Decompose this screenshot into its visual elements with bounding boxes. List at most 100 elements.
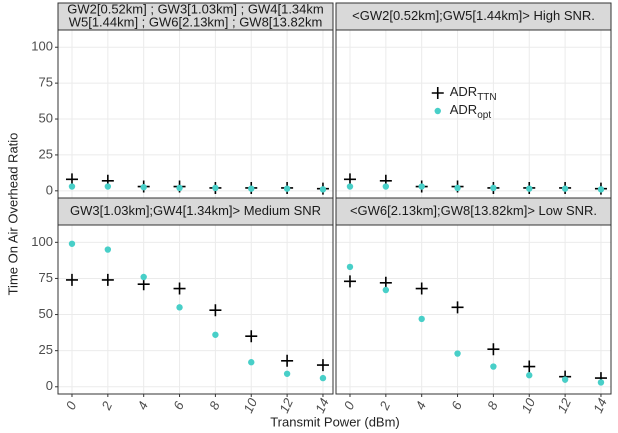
point — [490, 184, 497, 192]
legend-key — [434, 107, 441, 115]
strip-text-group: <GW6[2.13km];GW8[13.82km]> Low SNR. — [350, 203, 597, 218]
point — [65, 273, 78, 286]
strip-bg — [57, 197, 334, 226]
x-tick-label: 6 — [170, 398, 187, 412]
point — [561, 185, 569, 192]
y-tick-label: 25 — [39, 146, 53, 161]
panel-border — [57, 224, 334, 395]
y-tick-label: 25 — [39, 342, 53, 357]
x-tick-label: 2 — [98, 398, 115, 412]
point — [283, 185, 291, 192]
strip-text-group: GW2[0.52km] ; GW3[1.03km] ; GW4[1.34kmW5… — [67, 1, 323, 29]
point — [346, 263, 354, 271]
y-tick-label: 0 — [46, 378, 53, 393]
point — [283, 370, 291, 377]
point — [487, 343, 500, 356]
legend-name: ADR — [450, 84, 477, 99]
legend-name: ADR — [450, 102, 477, 117]
point — [451, 301, 464, 314]
x-tick-label: 6 — [448, 398, 465, 412]
point — [597, 186, 605, 193]
y-tick-label: 100 — [31, 39, 53, 54]
legend-sub: TTN — [477, 92, 496, 103]
y-tick-label: 75 — [39, 75, 53, 90]
point — [140, 273, 147, 281]
x-axis-label: Transmit Power (dBm) — [270, 414, 400, 429]
strip-text-group: GW3[1.03km];GW4[1.34km]> Medium SNR — [70, 203, 321, 218]
point — [248, 359, 255, 366]
point — [68, 183, 76, 190]
y-tick-label: 50 — [39, 306, 53, 321]
strip-text-group: <GW2[0.52km];GW5[1.44km]> High SNR. — [352, 8, 595, 23]
point — [245, 330, 258, 343]
point — [454, 350, 461, 357]
y-tick-label: 50 — [39, 110, 53, 125]
x-tick-label: 12 — [554, 395, 574, 415]
point — [140, 184, 147, 191]
strip-bg — [335, 2, 612, 31]
x-tick-label: 4 — [412, 399, 429, 412]
x-tick-label: 10 — [240, 395, 260, 415]
point — [319, 186, 327, 193]
point — [316, 359, 329, 372]
point — [418, 315, 425, 323]
x-tick-label: 8 — [206, 398, 223, 412]
x-tick-label: 0 — [63, 398, 80, 412]
panel-bg — [336, 225, 611, 394]
point — [248, 185, 255, 192]
point — [523, 360, 536, 373]
panel-border — [335, 224, 612, 395]
point — [379, 276, 392, 289]
point — [281, 354, 294, 367]
y-tick-label: 75 — [39, 270, 53, 285]
legend-sub: opt — [477, 110, 491, 121]
point — [526, 372, 533, 379]
point — [137, 278, 150, 291]
point — [176, 184, 183, 192]
legend-key — [431, 87, 444, 99]
point — [415, 282, 428, 295]
strip-title: W5[1.44km] ; GW6[2.13km] ; GW8[13.82km — [69, 14, 323, 29]
legend-label: ADRTTN — [450, 84, 497, 102]
panel-bg — [58, 30, 333, 198]
point — [104, 246, 112, 253]
y-tick-label: 100 — [31, 234, 53, 249]
point — [319, 374, 327, 382]
point — [212, 184, 219, 192]
strip-title: <GW2[0.52km];GW5[1.44km]> High SNR. — [352, 8, 595, 23]
point — [561, 376, 569, 383]
point — [382, 183, 390, 190]
point — [343, 275, 356, 288]
strip-title: GW3[1.03km];GW4[1.34km]> Medium SNR — [70, 203, 321, 218]
strip-title: GW2[0.52km] ; GW3[1.03km] ; GW4[1.34km — [67, 1, 323, 16]
x-tick-label: 4 — [134, 399, 151, 412]
legend-label: ADRopt — [450, 102, 492, 120]
x-tick-label: 10 — [518, 395, 538, 415]
strip-bg — [57, 2, 334, 31]
x-tick-label: 14 — [590, 396, 610, 415]
point — [209, 304, 222, 317]
point — [104, 183, 112, 190]
point — [68, 240, 76, 247]
point — [597, 379, 605, 386]
point — [454, 184, 461, 192]
point — [382, 286, 390, 294]
point — [212, 331, 219, 338]
x-tick-label: 0 — [341, 398, 358, 412]
point — [176, 304, 183, 311]
x-tick-label: 14 — [312, 396, 332, 415]
x-tick-label: 8 — [484, 398, 501, 412]
strip-bg — [335, 197, 612, 226]
point — [418, 183, 425, 190]
point — [346, 183, 354, 190]
panel-bg — [58, 225, 333, 394]
y-tick-label: 0 — [46, 182, 53, 197]
point — [490, 363, 497, 370]
x-tick-label: 12 — [276, 395, 296, 415]
y-axis-label: Time On Air Overhead Ratio — [5, 133, 20, 296]
x-tick-label: 2 — [376, 398, 393, 412]
point — [173, 282, 186, 295]
strip-title: <GW6[2.13km];GW8[13.82km]> Low SNR. — [350, 203, 597, 218]
